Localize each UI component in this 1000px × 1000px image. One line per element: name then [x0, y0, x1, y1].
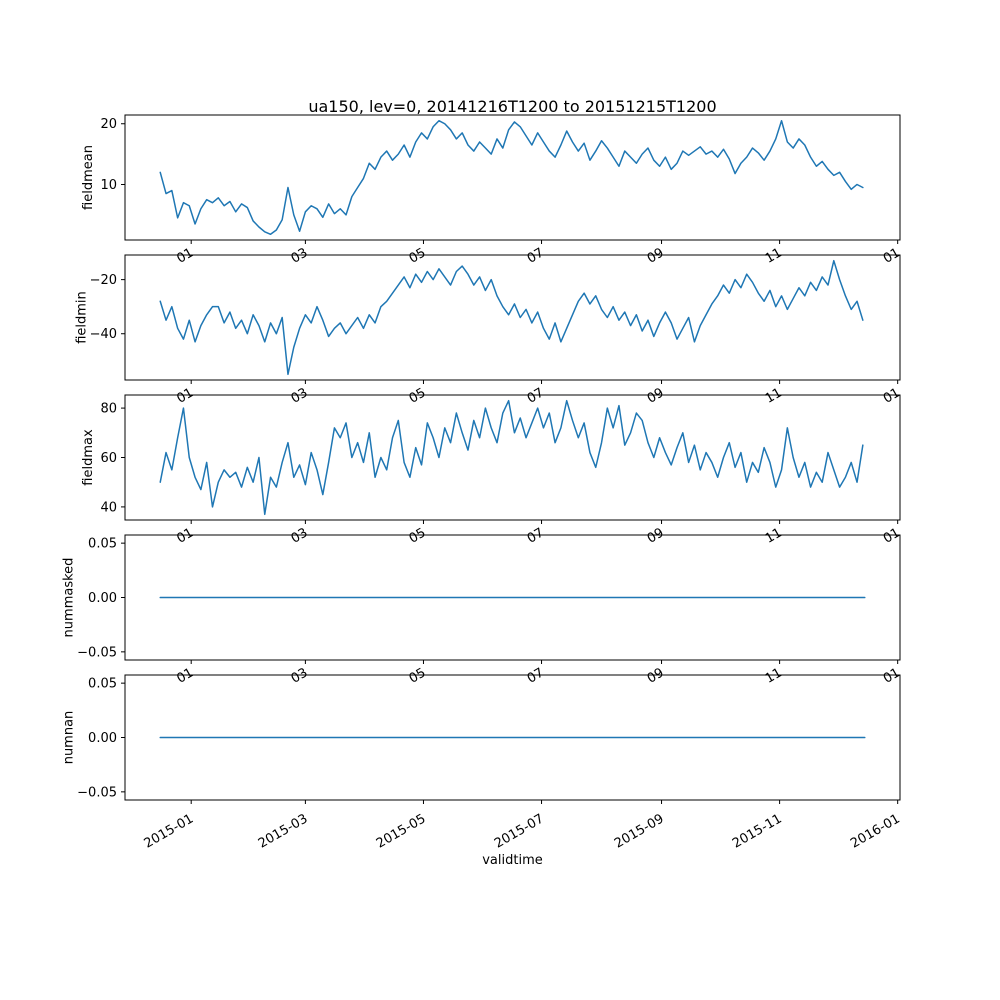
y-tick-label: −0.05 — [77, 785, 117, 800]
x-tick-label: 01 — [174, 665, 196, 686]
y-tick-label: 60 — [100, 451, 117, 466]
subplot-numnan: −0.05 0.00 0.05 2015-01 2015-03 2015-05 2015-0… — [62, 674, 903, 852]
x-tick-label: 05 — [407, 665, 429, 686]
x-tick-label: 09 — [645, 245, 667, 266]
numnan-frame — [124, 674, 901, 801]
x-tick-label: 03 — [289, 665, 311, 686]
subplot-fieldmax: 40 60 80 01 03 05 07 09 11 01 fieldmax — [81, 394, 903, 547]
fieldmax-line — [159, 399, 864, 516]
y-tick-label: 40 — [100, 500, 117, 515]
fieldmax-frame — [124, 394, 901, 521]
y-tick-label: −40 — [90, 327, 117, 342]
y-tick-label: 0.05 — [88, 677, 117, 692]
chart-title: ua150, lev=0, 20141216T1200 to 20151215T… — [308, 97, 717, 116]
nummasked-ylabel: nummasked — [62, 558, 77, 638]
fieldmin-frame — [124, 254, 901, 381]
x-tick-label: 09 — [645, 665, 667, 686]
fieldmean-line — [159, 119, 864, 236]
numnan-ylabel: numnan — [62, 711, 77, 765]
x-tick-label: 11 — [763, 245, 785, 266]
fieldmean-ylabel: fieldmean — [81, 145, 96, 210]
x-tick-label: 03 — [289, 245, 311, 266]
subplot-nummasked: −0.05 0.00 0.05 01 03 05 07 09 11 01 nummasked — [62, 534, 903, 687]
fieldmin-line — [159, 259, 864, 376]
subplot-fieldmean: 10 20 01 03 05 07 09 11 01 fieldmean — [81, 114, 903, 267]
nummasked-frame — [124, 534, 901, 661]
x-tick-label: 05 — [407, 385, 429, 406]
x-tick-label: 2016-01 — [848, 811, 903, 851]
fieldmax-ylabel: fieldmax — [81, 429, 96, 486]
y-tick-label: 20 — [100, 117, 117, 132]
x-tick-label: 07 — [525, 665, 547, 686]
x-tick-label: 01 — [881, 245, 903, 266]
x-tick-label: 03 — [289, 385, 311, 406]
x-tick-label: 2015-11 — [730, 811, 785, 851]
x-tick-label: 07 — [525, 525, 547, 546]
y-tick-label: −0.05 — [77, 645, 117, 660]
fieldmean-frame — [124, 114, 901, 241]
x-tick-label: 01 — [174, 385, 196, 406]
x-tick-label: 01 — [174, 525, 196, 546]
x-tick-label: 05 — [407, 245, 429, 266]
x-tick-label: 05 — [407, 525, 429, 546]
y-tick-label: 0.00 — [88, 731, 117, 746]
x-tick-label: 2015-01 — [142, 811, 197, 851]
x-tick-label: 01 — [881, 665, 903, 686]
x-tick-label: 01 — [881, 385, 903, 406]
y-tick-label: 0.00 — [88, 591, 117, 606]
y-tick-label: 80 — [100, 402, 117, 417]
x-tick-label: 11 — [763, 525, 785, 546]
y-tick-label: 0.05 — [88, 537, 117, 552]
x-tick-label: 11 — [763, 385, 785, 406]
subplot-fieldmin: −40 −20 01 03 05 07 09 11 01 fieldmin — [75, 254, 903, 407]
x-tick-label: 2015-03 — [256, 811, 311, 851]
y-tick-label: −20 — [90, 273, 117, 288]
x-tick-label: 03 — [289, 525, 311, 546]
y-tick-label: 10 — [100, 178, 117, 193]
x-tick-label: 09 — [645, 385, 667, 406]
x-tick-label: 2015-05 — [374, 811, 429, 851]
x-axis-label: validtime — [482, 853, 543, 868]
x-tick-label: 11 — [763, 665, 785, 686]
x-tick-label: 09 — [645, 525, 667, 546]
x-tick-label: 2015-07 — [492, 811, 547, 851]
x-tick-label: 2015-09 — [612, 811, 667, 851]
x-tick-label: 07 — [525, 385, 547, 406]
x-tick-label: 01 — [174, 245, 196, 266]
fieldmin-ylabel: fieldmin — [75, 291, 90, 344]
x-tick-label: 07 — [525, 245, 547, 266]
x-tick-label: 01 — [881, 525, 903, 546]
